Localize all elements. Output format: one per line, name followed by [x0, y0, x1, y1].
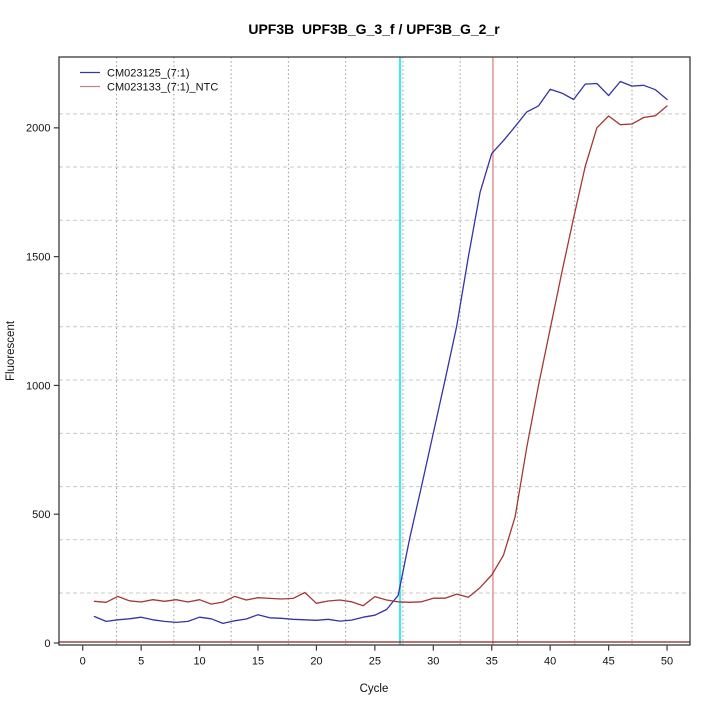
x-tick-label: 5 — [138, 656, 144, 668]
curve-CM023125_(7:1) — [93, 80, 668, 625]
y-axis-label: Fluorescent — [5, 320, 17, 381]
x-tick-label: 25 — [369, 656, 381, 668]
plot-title: UPF3B UPF3B_G_3_f / UPF3B_G_2_r — [248, 21, 500, 37]
gridlines — [59, 57, 690, 645]
y-tick-label: 500 — [32, 509, 50, 521]
x-tick-label: 40 — [544, 656, 556, 668]
x-tick-label: 20 — [310, 656, 322, 668]
legend-label-ntc: CM023133_(7:1)_NTC — [107, 82, 218, 94]
y-tick-label: 1000 — [26, 380, 50, 392]
x-tick-label: 0 — [80, 656, 86, 668]
x-tick-label: 10 — [193, 656, 205, 668]
y-tick-label: 0 — [44, 638, 50, 650]
y-tick-label: 1500 — [26, 252, 50, 264]
x-tick-label: 30 — [427, 656, 439, 668]
legend-label-sample: CM023125_(7:1) — [107, 68, 190, 80]
x-tick-label: 15 — [252, 656, 264, 668]
x-tick-label: 50 — [661, 656, 673, 668]
y-tick-label: 2000 — [26, 123, 50, 135]
curve-CM023133_(7:1)_NTC — [93, 105, 668, 607]
threshold-lines — [59, 57, 690, 645]
x-tick-label: 45 — [602, 656, 614, 668]
x-axis-label: Cycle — [360, 683, 389, 695]
x-tick-label: 35 — [486, 656, 498, 668]
legend: CM023125_(7:1) CM023133_(7:1)_NTC — [80, 68, 218, 94]
plot-box — [58, 56, 691, 646]
amplification-curves — [93, 80, 668, 625]
